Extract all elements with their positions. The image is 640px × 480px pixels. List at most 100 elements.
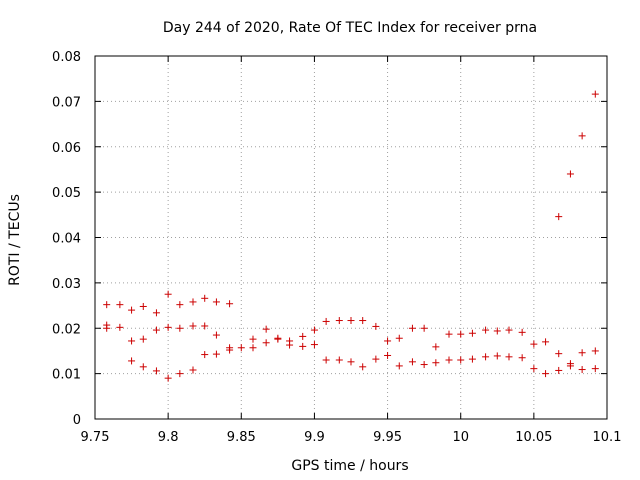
data-point [274, 335, 282, 343]
data-point [493, 352, 501, 360]
data-point [432, 359, 440, 367]
data-point [299, 342, 307, 350]
data-point [152, 309, 160, 317]
data-point [164, 374, 172, 382]
data-point [164, 290, 172, 298]
data-point [226, 346, 234, 354]
data-point [176, 301, 184, 309]
data-point [322, 356, 330, 364]
data-point [408, 358, 416, 366]
data-point [482, 353, 490, 361]
data-point [335, 317, 343, 325]
data-point [139, 363, 147, 371]
data-point [518, 328, 526, 336]
data-point [116, 323, 124, 331]
data-point [128, 337, 136, 345]
x-tick-label: 10.1 [593, 430, 622, 445]
data-point [408, 324, 416, 332]
y-tick-label: 0.06 [52, 141, 81, 156]
data-point [505, 326, 513, 334]
plot-frame [94, 55, 608, 420]
data-point [189, 322, 197, 330]
x-tick-label: 9.75 [81, 430, 110, 445]
data-point [286, 341, 294, 349]
data-point [457, 356, 465, 364]
data-point [262, 325, 270, 333]
data-point [359, 363, 367, 371]
data-point [226, 300, 234, 308]
data-points [103, 90, 599, 382]
y-tick-labels: 0 0.01 0.02 0.03 0.04 0.05 0.06 0.07 0.08 [52, 50, 81, 428]
x-axis-label: GPS time / hours [291, 458, 408, 474]
data-point [201, 294, 209, 302]
data-point [555, 213, 563, 221]
data-point [372, 355, 380, 363]
data-point [103, 324, 111, 332]
y-tick-label: 0.01 [52, 368, 81, 383]
data-point [591, 347, 599, 355]
y-tick-label: 0.02 [52, 322, 81, 337]
x-tick-label: 9.8 [158, 430, 179, 445]
x-tick-label: 9.9 [304, 430, 325, 445]
data-point [591, 365, 599, 373]
data-point [445, 330, 453, 338]
x-tick-label: 9.95 [373, 430, 402, 445]
data-point [152, 326, 160, 334]
y-tick-label: 0 [73, 413, 81, 428]
data-point [468, 329, 476, 337]
data-point [212, 331, 220, 339]
data-point [468, 355, 476, 363]
data-point [578, 349, 586, 357]
y-tick-label: 0.04 [52, 232, 81, 247]
data-point [139, 302, 147, 310]
data-point [262, 339, 270, 347]
data-point [505, 353, 513, 361]
x-tick-label: 10.05 [515, 430, 552, 445]
data-point [420, 361, 428, 369]
data-point [493, 327, 501, 335]
data-point [237, 344, 245, 352]
data-point [335, 356, 343, 364]
data-point [372, 322, 380, 330]
data-point [347, 317, 355, 325]
data-point [555, 366, 563, 374]
data-point [249, 335, 257, 343]
data-point [518, 354, 526, 362]
data-point [384, 337, 392, 345]
data-point [322, 317, 330, 325]
data-point [299, 332, 307, 340]
data-point [139, 335, 147, 343]
data-point [249, 344, 257, 352]
chart-title: Day 244 of 2020, Rate Of TEC Index for r… [163, 20, 537, 36]
data-point [395, 334, 403, 342]
data-point [566, 170, 574, 178]
grid [95, 56, 607, 419]
data-point [578, 132, 586, 140]
data-point [591, 90, 599, 98]
data-point [555, 350, 563, 358]
data-point [542, 338, 550, 346]
data-point [128, 357, 136, 365]
data-point [432, 343, 440, 351]
data-point [566, 362, 574, 370]
data-point [189, 298, 197, 306]
data-point [310, 326, 318, 334]
data-point [457, 330, 465, 338]
data-point [201, 351, 209, 359]
data-point [128, 306, 136, 314]
data-point [420, 324, 428, 332]
y-tick-label: 0.05 [52, 186, 81, 201]
x-tick-label: 9.85 [227, 430, 256, 445]
x-tick-label: 10 [452, 430, 469, 445]
data-point [164, 323, 172, 331]
data-point [176, 370, 184, 378]
y-tick-label: 0.03 [52, 277, 81, 292]
data-point [176, 324, 184, 332]
y-tick-label: 0.07 [52, 95, 81, 110]
y-axis-label: ROTI / TECUs [7, 194, 23, 286]
data-point [152, 367, 160, 375]
data-point [201, 322, 209, 330]
data-point [359, 317, 367, 325]
